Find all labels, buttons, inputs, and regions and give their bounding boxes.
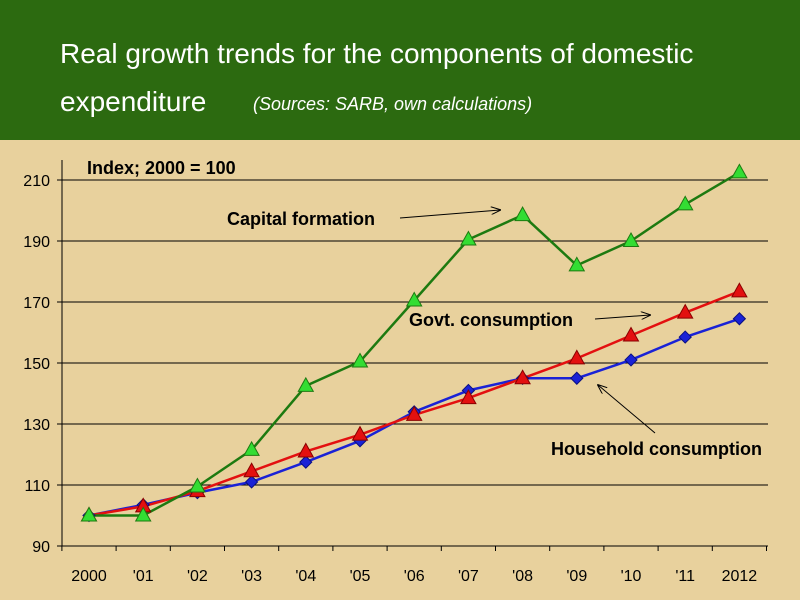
data-point-household-consumption	[678, 330, 692, 344]
y-tick-label: 150	[23, 356, 50, 373]
slide-title-continued: expenditure	[60, 86, 207, 117]
capital-formation-arrow	[399, 210, 500, 219]
y-tick-label: 210	[23, 173, 50, 190]
x-tick-label: 2000	[71, 568, 107, 585]
x-tick-label: '06	[404, 568, 425, 585]
series-label-govt-consumption: Govt. consumption	[409, 310, 573, 330]
y-tick-label: 190	[23, 234, 50, 251]
x-tick-label: '11	[675, 568, 695, 585]
data-point-govt-consumption	[676, 303, 694, 319]
slide-subtitle: (Sources: SARB, own calculations)	[253, 94, 533, 114]
data-point-capital-formation	[243, 440, 260, 456]
data-point-capital-formation	[189, 477, 206, 493]
x-tick-labels: 2000 '01 '02 '03 '04 '05 '06 '07 '08 '09 '10 '11 201…	[71, 568, 757, 585]
data-point-capital-formation	[134, 506, 152, 522]
y-tick-label: 170	[23, 295, 50, 312]
y-tick-label: 90	[32, 539, 50, 556]
axes	[57, 160, 768, 551]
data-point-capital-formation	[568, 256, 586, 272]
data-point-household-consumption	[732, 312, 747, 326]
data-point-household-consumption	[299, 455, 313, 469]
data-point-capital-formation	[297, 376, 315, 392]
data-point-govt-consumption	[405, 405, 423, 421]
data-point-govt-consumption	[460, 389, 477, 405]
x-tick-label: '10	[621, 568, 642, 585]
series-label-capital-formation: Capital formation	[227, 209, 375, 229]
y-tick-label: 130	[23, 417, 50, 434]
data-point-household-consumption	[624, 353, 638, 367]
data-point-govt-consumption	[297, 442, 315, 458]
x-tick-label: '07	[458, 568, 479, 585]
series-label-household-consumption: Household consumption	[551, 439, 762, 459]
data-point-govt-consumption	[568, 349, 586, 365]
data-point-capital-formation	[405, 291, 423, 307]
data-point-household-consumption	[244, 475, 259, 489]
data-point-capital-formation	[622, 231, 640, 247]
data-point-capital-formation	[351, 352, 369, 368]
data-point-govt-consumption	[243, 462, 260, 478]
title-bar: Real growth trends for the components of…	[0, 0, 800, 140]
x-tick-label: '03	[241, 568, 262, 585]
data-point-capital-formation	[676, 195, 694, 211]
x-tick-label: '02	[187, 568, 208, 585]
x-tick-label: '09	[566, 568, 587, 585]
x-tick-label: '01	[133, 568, 154, 585]
x-tick-label: 2012	[722, 568, 758, 585]
data-point-capital-formation	[80, 506, 98, 522]
data-point-govt-consumption	[731, 282, 748, 298]
y-tick-labels: 90 110 130 150 170 190 210	[23, 173, 50, 556]
data-point-capital-formation	[460, 230, 477, 246]
gridlines	[62, 179, 768, 486]
data-point-capital-formation	[731, 163, 748, 179]
series-layer	[80, 163, 748, 523]
data-point-govt-consumption	[351, 425, 369, 441]
x-tick-label: '05	[350, 568, 371, 585]
data-point-govt-consumption	[514, 369, 531, 385]
y-axis-label: Index; 2000 = 100	[87, 158, 236, 178]
data-point-household-consumption	[570, 371, 584, 385]
x-tick-label: '04	[295, 568, 316, 585]
series-line-capital-formation	[89, 171, 741, 517]
data-point-govt-consumption	[622, 326, 640, 342]
household-consumption-arrow	[598, 385, 656, 434]
govt-consumption-arrow	[594, 315, 650, 319]
x-tick-label: '08	[512, 568, 533, 585]
data-point-capital-formation	[514, 206, 531, 222]
y-tick-label: 110	[24, 478, 50, 495]
slide-title: Real growth trends for the components of…	[60, 38, 694, 69]
